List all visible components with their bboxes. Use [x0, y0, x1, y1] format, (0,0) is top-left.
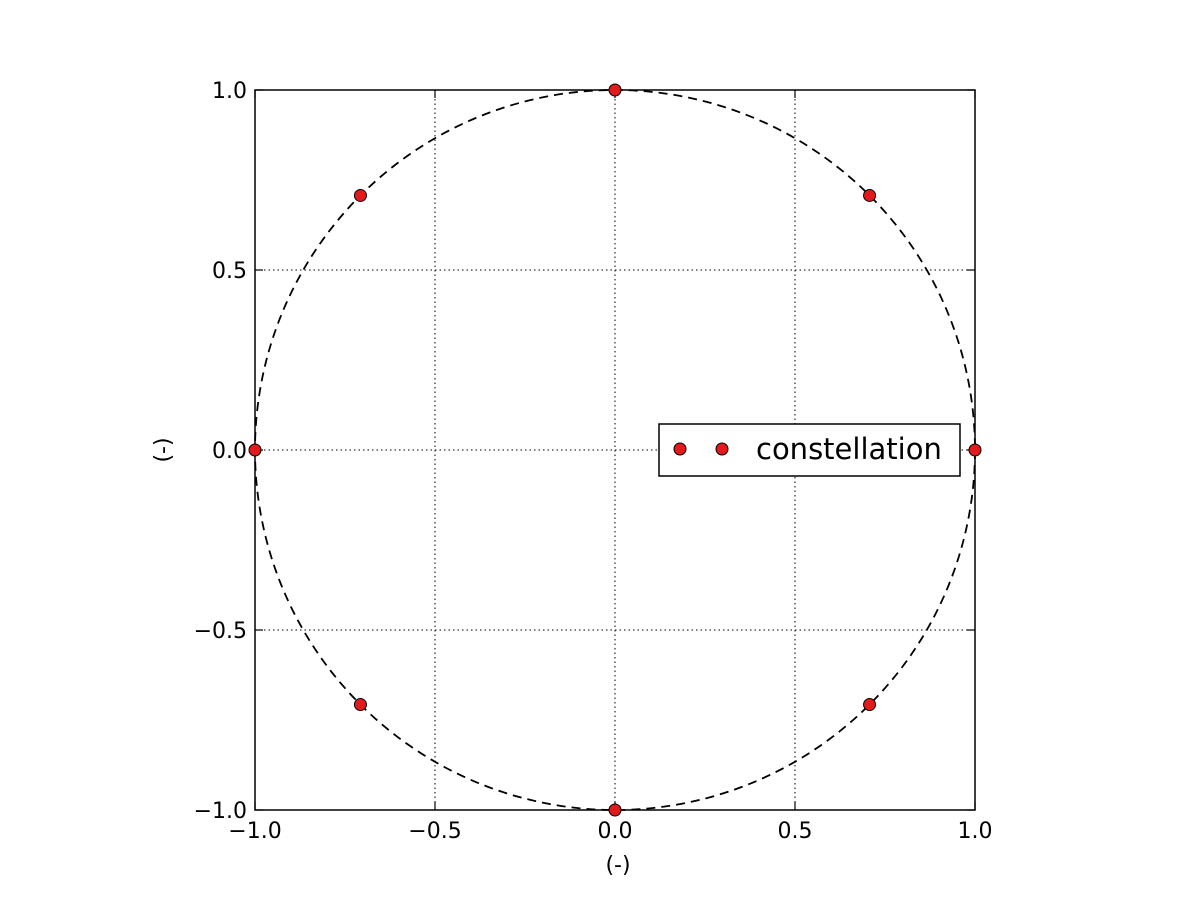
- constellation-point: [608, 83, 622, 97]
- x-tick-label: 1.0: [958, 819, 993, 844]
- constellation-point: [353, 698, 367, 712]
- legend: constellation: [658, 423, 961, 477]
- legend-marker: [673, 442, 687, 456]
- y-axis-label: (-): [151, 437, 176, 462]
- legend-label: constellation: [756, 432, 942, 466]
- x-axis-label: (-): [605, 853, 630, 878]
- y-tick-label: −0.5: [194, 619, 247, 644]
- x-axis-ticks: −1.0 −0.5 0.0 0.5 1.0: [228, 90, 993, 844]
- data-points: [248, 83, 982, 817]
- y-tick-label: 0.5: [212, 259, 247, 284]
- y-tick-label: 1.0: [212, 79, 247, 104]
- legend-marker: [715, 442, 729, 456]
- constellation-point: [968, 443, 982, 457]
- x-tick-label: 0.5: [778, 819, 813, 844]
- constellation-point: [863, 698, 877, 712]
- x-tick-label: 0.0: [598, 819, 633, 844]
- x-tick-label: −1.0: [228, 819, 281, 844]
- y-tick-label: 0.0: [212, 439, 247, 464]
- constellation-point: [248, 443, 262, 457]
- legend-box: [658, 423, 961, 477]
- y-tick-label: −1.0: [194, 799, 247, 824]
- x-tick-label: −0.5: [408, 819, 461, 844]
- constellation-point: [353, 188, 367, 202]
- y-axis-ticks: −1.0 −0.5 0.0 0.5 1.0: [194, 79, 975, 824]
- constellation-point: [863, 188, 877, 202]
- constellation-point: [608, 803, 622, 817]
